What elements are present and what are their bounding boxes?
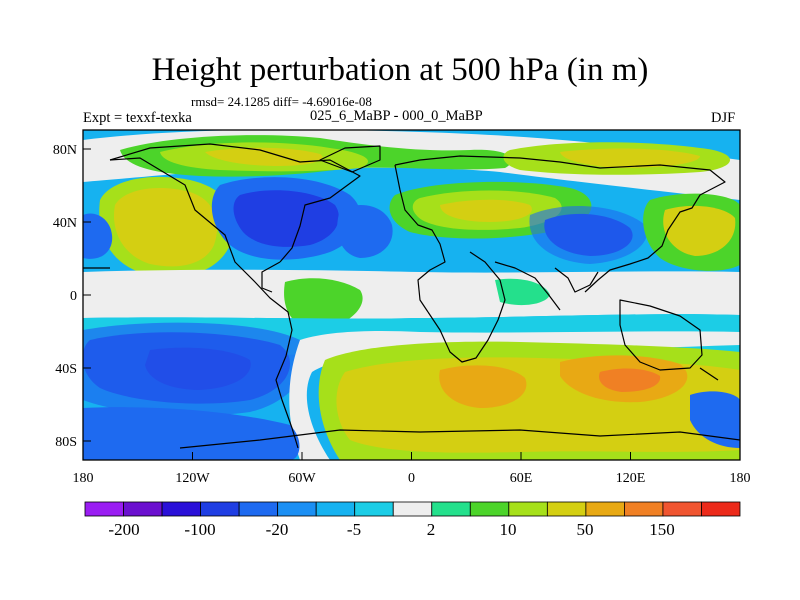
south-indian-red: [599, 368, 661, 392]
y-tick-label: 0: [70, 289, 77, 304]
axis-ticks: [82, 148, 741, 460]
colorbar-swatch: [624, 501, 664, 517]
eurasia-yellow-core: [440, 199, 532, 222]
sh-zero-band: [289, 330, 740, 460]
colorbar-label: 2: [427, 520, 436, 539]
colorbar-label: -100: [184, 520, 215, 539]
plot-title: Height perturbation at 500 hPa (in m): [151, 52, 649, 88]
x-tick-label: 120E: [616, 471, 646, 486]
y-tick-label: 80S: [55, 435, 77, 450]
atlantic-low: [337, 205, 393, 258]
west-pacific-yellow: [663, 205, 736, 256]
x-tick-label: 120W: [175, 471, 210, 486]
south-pacific-low-ring: [83, 322, 307, 416]
season-label: DJF: [711, 110, 736, 126]
colorbar: [84, 501, 741, 517]
y-tick-label: 40N: [53, 216, 77, 231]
colorbar-swatch: [200, 501, 240, 517]
contour-field: [83, 130, 740, 460]
colorbar-label: 50: [577, 520, 594, 539]
pacific-yellow-core: [113, 188, 218, 267]
colorbar-swatch: [508, 501, 548, 517]
colorbar-label: -5: [347, 520, 361, 539]
colorbar-swatch: [277, 501, 317, 517]
tropical-zero-band: [83, 269, 740, 319]
arctic-yellow: [205, 147, 323, 166]
colorbar-swatch: [315, 501, 356, 517]
colorbar-swatch: [84, 501, 124, 517]
colorbar-swatch: [701, 501, 741, 517]
stats-line: rmsd= 24.1285 diff= -4.69016e-08: [191, 94, 372, 109]
x-tick-label: 60E: [510, 471, 533, 486]
america-low-core: [233, 190, 339, 247]
tropical-green-africa: [495, 278, 550, 306]
siberia-yellow: [560, 148, 700, 168]
x-tick-label: 60W: [288, 471, 316, 486]
period-difference-label: 025_6_MaBP - 000_0_MaBP: [310, 108, 483, 124]
x-tick-label: 180: [73, 471, 94, 486]
y-tick-label: 40S: [55, 362, 77, 377]
colorbar-label: -20: [266, 520, 289, 539]
x-tick-label: 180: [730, 471, 751, 486]
sh-far-east-low: [690, 391, 740, 448]
colorbar-swatch: [161, 501, 201, 517]
x-tick-label: 0: [408, 471, 415, 486]
colorbar-label: 150: [649, 520, 675, 539]
pacific-blue-west: [83, 213, 113, 259]
antarctic-low: [83, 407, 300, 460]
colorbar-swatch: [546, 501, 587, 517]
colorbar-label: 10: [500, 520, 517, 539]
coastlines: [83, 143, 740, 449]
colorbar-swatch: [431, 501, 471, 517]
south-atlantic-orange: [439, 365, 527, 408]
experiment-label: Expt = texxf-texka: [83, 110, 192, 126]
colorbar-label: -200: [108, 520, 139, 539]
y-tick-label: 80N: [53, 143, 77, 158]
colorbar-swatch: [662, 501, 702, 517]
tropical-green-atlantic: [284, 278, 363, 330]
colorbar-swatch: [354, 501, 394, 517]
colorbar-swatch: [585, 501, 625, 517]
colorbar-swatch: [123, 501, 163, 517]
colorbar-swatch: [392, 501, 433, 517]
east-asia-low-ring: [529, 205, 647, 264]
colorbar-swatch: [469, 501, 510, 517]
colorbar-swatch: [238, 501, 279, 517]
